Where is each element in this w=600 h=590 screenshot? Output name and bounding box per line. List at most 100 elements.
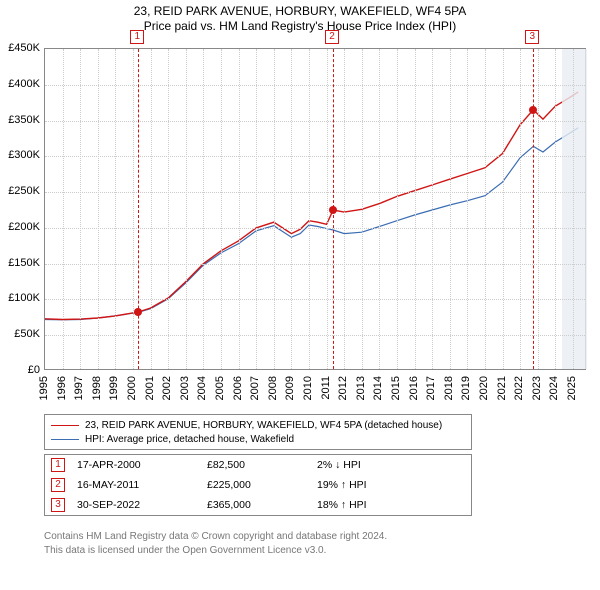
gridline-vertical bbox=[168, 49, 169, 369]
transaction-row-badge: 2 bbox=[51, 478, 65, 492]
y-axis-tick-label: £50K bbox=[0, 328, 40, 340]
x-axis-tick-label: 2018 bbox=[443, 376, 455, 400]
forecast-shade bbox=[562, 49, 587, 369]
x-axis-tick-label: 2008 bbox=[267, 376, 279, 400]
footer-line-1: Contains HM Land Registry data © Crown c… bbox=[44, 530, 387, 544]
transaction-marker-dot bbox=[134, 308, 142, 316]
transaction-date: 30-SEP-2022 bbox=[77, 499, 207, 511]
y-axis-tick-label: £0 bbox=[0, 364, 40, 376]
x-axis-tick-label: 2001 bbox=[144, 376, 156, 400]
x-axis-tick-label: 2011 bbox=[320, 376, 332, 400]
x-axis-tick-label: 2015 bbox=[390, 376, 402, 400]
chart-title-subtitle: Price paid vs. HM Land Registry's House … bbox=[0, 19, 600, 33]
legend-swatch bbox=[51, 425, 79, 426]
y-axis-tick-label: £200K bbox=[0, 221, 40, 233]
x-axis-tick-label: 2003 bbox=[179, 376, 191, 400]
x-axis-tick-label: 1997 bbox=[73, 376, 85, 400]
gridline-vertical bbox=[221, 49, 222, 369]
x-axis-tick-label: 2019 bbox=[460, 376, 472, 400]
x-axis-tick-label: 2012 bbox=[337, 376, 349, 400]
y-axis-tick-label: £100K bbox=[0, 292, 40, 304]
gridline-vertical bbox=[203, 49, 204, 369]
series-lines-svg bbox=[45, 49, 587, 371]
x-axis-tick-label: 2017 bbox=[425, 376, 437, 400]
chart-titles: 23, REID PARK AVENUE, HORBURY, WAKEFIELD… bbox=[0, 0, 600, 33]
gridline-vertical bbox=[362, 49, 363, 369]
x-axis-tick-label: 2004 bbox=[196, 376, 208, 400]
x-axis-tick-label: 1998 bbox=[91, 376, 103, 400]
chart-container: 23, REID PARK AVENUE, HORBURY, WAKEFIELD… bbox=[0, 0, 600, 590]
transaction-delta-vs-hpi: 18% ↑ HPI bbox=[317, 499, 437, 511]
x-axis-tick-label: 2000 bbox=[126, 376, 138, 400]
gridline-vertical bbox=[450, 49, 451, 369]
gridline-horizontal bbox=[45, 192, 585, 193]
gridline-horizontal bbox=[45, 85, 585, 86]
legend-row: 23, REID PARK AVENUE, HORBURY, WAKEFIELD… bbox=[51, 418, 465, 432]
gridline-vertical bbox=[397, 49, 398, 369]
x-axis-tick-label: 2007 bbox=[249, 376, 261, 400]
gridline-vertical bbox=[538, 49, 539, 369]
gridline-vertical bbox=[115, 49, 116, 369]
transaction-row-badge: 1 bbox=[51, 458, 65, 472]
legend-row: HPI: Average price, detached house, Wake… bbox=[51, 432, 465, 446]
y-axis-tick-label: £450K bbox=[0, 42, 40, 54]
plot-area bbox=[44, 48, 586, 370]
transaction-row: 2 16-MAY-2011£225,00019% ↑ HPI bbox=[45, 475, 471, 495]
x-axis-tick-label: 1996 bbox=[56, 376, 68, 400]
x-axis-tick-label: 2020 bbox=[478, 376, 490, 400]
gridline-vertical bbox=[485, 49, 486, 369]
transaction-row-badge: 3 bbox=[51, 498, 65, 512]
x-axis-tick-label: 2006 bbox=[232, 376, 244, 400]
y-axis-tick-label: £400K bbox=[0, 78, 40, 90]
transaction-marker-line bbox=[138, 49, 139, 369]
transaction-marker-badge: 1 bbox=[130, 30, 144, 44]
gridline-horizontal bbox=[45, 264, 585, 265]
gridline-vertical bbox=[256, 49, 257, 369]
transaction-marker-line bbox=[533, 49, 534, 369]
transaction-price: £225,000 bbox=[207, 479, 317, 491]
x-axis-tick-label: 2002 bbox=[161, 376, 173, 400]
x-axis-tick-label: 2010 bbox=[302, 376, 314, 400]
transaction-marker-badge: 2 bbox=[325, 30, 339, 44]
transaction-row: 3 30-SEP-2022£365,00018% ↑ HPI bbox=[45, 495, 471, 515]
x-axis-tick-label: 2014 bbox=[372, 376, 384, 400]
gridline-vertical bbox=[503, 49, 504, 369]
gridline-vertical bbox=[274, 49, 275, 369]
transaction-price: £365,000 bbox=[207, 499, 317, 511]
x-axis-tick-label: 2022 bbox=[513, 376, 525, 400]
gridline-vertical bbox=[98, 49, 99, 369]
gridline-vertical bbox=[573, 49, 574, 369]
gridline-horizontal bbox=[45, 121, 585, 122]
y-axis-tick-label: £300K bbox=[0, 149, 40, 161]
gridline-vertical bbox=[186, 49, 187, 369]
transaction-date: 16-MAY-2011 bbox=[77, 479, 207, 491]
gridline-horizontal bbox=[45, 335, 585, 336]
gridline-horizontal bbox=[45, 156, 585, 157]
x-axis-tick-label: 2024 bbox=[548, 376, 560, 400]
transaction-marker-badge: 3 bbox=[525, 30, 539, 44]
transaction-price: £82,500 bbox=[207, 459, 317, 471]
gridline-vertical bbox=[327, 49, 328, 369]
gridline-vertical bbox=[291, 49, 292, 369]
transaction-marker-dot bbox=[329, 206, 337, 214]
legend-label: HPI: Average price, detached house, Wake… bbox=[85, 434, 294, 445]
attribution-footer: Contains HM Land Registry data © Crown c… bbox=[44, 530, 387, 557]
transaction-delta-vs-hpi: 19% ↑ HPI bbox=[317, 479, 437, 491]
gridline-vertical bbox=[520, 49, 521, 369]
gridline-vertical bbox=[379, 49, 380, 369]
transaction-row: 117-APR-2000£82,5002% ↓ HPI bbox=[45, 455, 471, 475]
gridline-vertical bbox=[133, 49, 134, 369]
transactions-table: 117-APR-2000£82,5002% ↓ HPI 2 16-MAY-2011£… bbox=[44, 454, 472, 516]
gridline-vertical bbox=[63, 49, 64, 369]
gridline-vertical bbox=[432, 49, 433, 369]
x-axis-tick-label: 1995 bbox=[38, 376, 50, 400]
legend-swatch bbox=[51, 439, 79, 440]
x-axis-tick-label: 2023 bbox=[531, 376, 543, 400]
x-axis-tick-label: 2005 bbox=[214, 376, 226, 400]
gridline-vertical bbox=[415, 49, 416, 369]
gridline-horizontal bbox=[45, 228, 585, 229]
y-axis-tick-label: £150K bbox=[0, 257, 40, 269]
gridline-vertical bbox=[555, 49, 556, 369]
gridline-vertical bbox=[151, 49, 152, 369]
x-axis-tick-label: 1999 bbox=[108, 376, 120, 400]
